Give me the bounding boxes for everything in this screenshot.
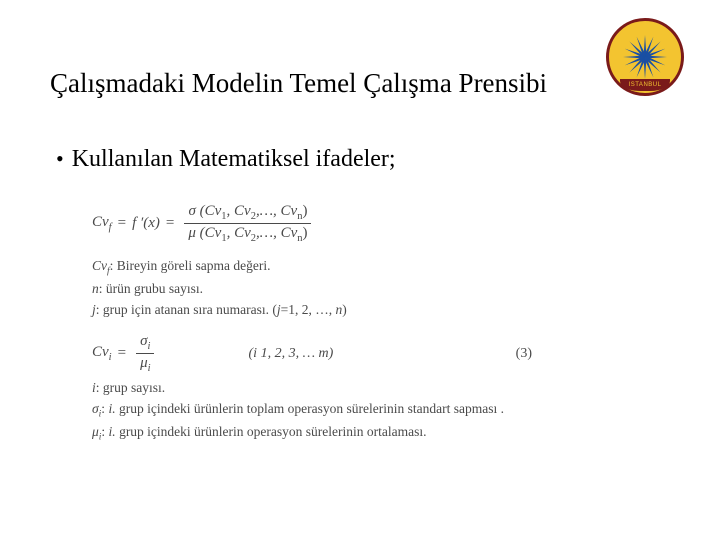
num-sub: i <box>148 341 151 352</box>
def-text: : grup sayısı. <box>96 380 165 395</box>
formula-cvf: Cvf = f ′(x) = σ (Cv1, Cv2,…, Cvn) μ (Cv… <box>92 202 316 245</box>
fraction-numerator: σi <box>136 332 154 354</box>
def-line: Cvf: Bireyin göreli sapma değeri. <box>92 256 347 279</box>
formula2-lhs: Cvi <box>92 344 112 363</box>
logo-inner <box>617 29 673 85</box>
num-close: ) <box>302 203 307 219</box>
def-text: : grup için atanan sıra numarası. ( <box>96 302 277 317</box>
sym-sub-f: f <box>109 222 112 233</box>
def-text: : ürün grubu sayısı. <box>99 281 203 296</box>
def-text: ) <box>342 302 347 317</box>
page-title: Çalışmadaki Modelin Temel Çalışma Prensi… <box>50 68 547 99</box>
def-line: i: grup sayısı. <box>92 378 652 399</box>
def-text: : <box>101 424 108 439</box>
def-symbol: σ <box>92 401 99 416</box>
formula-lhs: Cvf <box>92 214 112 233</box>
num-part: σ (Cv <box>188 203 221 219</box>
logo-bottom-text: ISTANBUL <box>620 79 670 91</box>
eq-sign: = <box>118 345 126 362</box>
sym-cv: Cv <box>92 214 109 230</box>
num-part: ,…, Cv <box>256 203 297 219</box>
formula-cvi: Cvi = σi μi (i 1, 2, 3, … m) (3) <box>92 332 532 375</box>
fraction-numerator: σ (Cv1, Cv2,…, Cvn) <box>184 202 311 224</box>
num-sym: σ <box>140 333 147 349</box>
university-logo: ISTANBUL <box>606 18 684 96</box>
def-text: =1, 2, …, <box>281 302 336 317</box>
formula2-expression: Cvi = σi μi <box>92 332 159 375</box>
fraction-denominator: μ (Cv1, Cv2,…, Cvn) <box>184 224 311 245</box>
formula2-condition: (i 1, 2, 3, … m) <box>249 346 334 362</box>
den-close: ) <box>303 225 308 241</box>
fraction-denominator: μi <box>136 354 154 375</box>
den-part: μ (Cv <box>188 225 221 241</box>
den-sym: μ <box>140 355 148 371</box>
logo-sun <box>622 34 668 80</box>
def-line: μi: i. grup içindeki ürünlerin operasyon… <box>92 422 652 445</box>
bullet-marker: • <box>56 148 64 170</box>
def-symbol: n <box>92 281 99 296</box>
num-part: , Cv <box>227 203 251 219</box>
sym-cv: Cv <box>92 344 109 360</box>
def-text: grup içindeki ürünlerin operasyon sürele… <box>116 424 427 439</box>
den-sub: i <box>148 363 151 374</box>
sym-sub-i: i <box>109 352 112 363</box>
def-symbol: i. <box>109 424 116 439</box>
def-symbol: i. <box>108 401 115 416</box>
eq-sign: = <box>118 215 126 232</box>
eq-sign: = <box>166 215 174 232</box>
sym-fprime: f ′(x) <box>132 215 160 232</box>
equation-number: (3) <box>516 346 532 362</box>
fraction: σ (Cv1, Cv2,…, Cvn) μ (Cv1, Cv2,…, Cvn) <box>184 202 311 245</box>
def-line: j: grup için atanan sıra numarası. (j=1,… <box>92 300 347 321</box>
den-part: , Cv <box>227 225 251 241</box>
def-line: σi: i. grup içindeki ürünlerin toplam op… <box>92 399 652 422</box>
bullet-item: • Kullanılan Matematiksel ifadeler; <box>56 146 396 173</box>
def-symbol: Cv <box>92 258 107 273</box>
fraction: σi μi <box>136 332 154 375</box>
def-symbol: μ <box>92 424 99 439</box>
def-line: n: ürün grubu sayısı. <box>92 279 347 300</box>
definitions-block-1: Cvf: Bireyin göreli sapma değeri. n: ürü… <box>92 256 347 321</box>
logo-outer-ring: ISTANBUL <box>606 18 684 96</box>
bullet-text: Kullanılan Matematiksel ifadeler; <box>72 146 396 173</box>
def-text: grup içindeki ürünlerin toplam operasyon… <box>116 401 504 416</box>
def-text: : Bireyin göreli sapma değeri. <box>110 258 271 273</box>
den-part: ,…, Cv <box>256 225 297 241</box>
definitions-block-2: i: grup sayısı. σi: i. grup içindeki ürü… <box>92 378 652 446</box>
